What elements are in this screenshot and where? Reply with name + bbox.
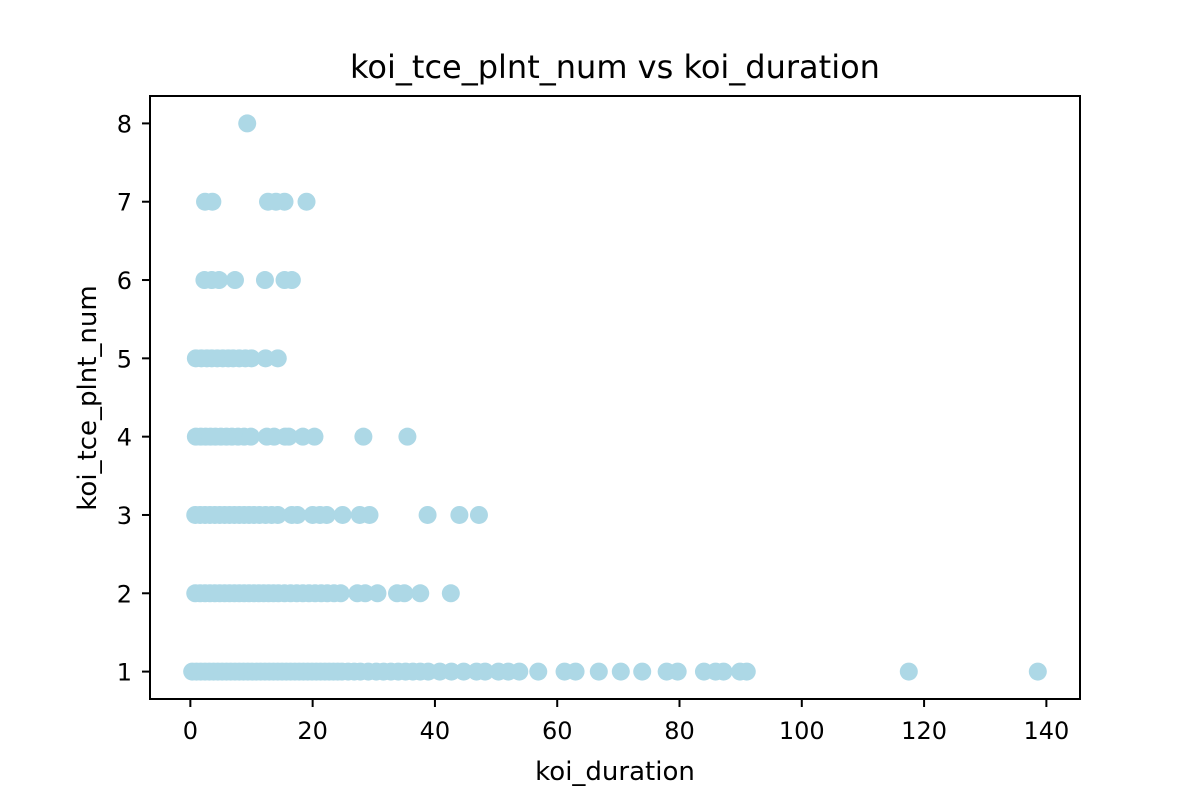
data-point: [354, 427, 373, 446]
data-point: [668, 662, 687, 681]
data-point: [268, 349, 287, 368]
data-point: [529, 662, 548, 681]
data-point: [611, 662, 630, 681]
x-tick-label: 0: [183, 717, 198, 745]
y-tick-label: 5: [117, 345, 132, 373]
y-tick-label: 2: [117, 580, 132, 608]
data-point: [275, 192, 294, 211]
x-tick-label: 20: [297, 717, 328, 745]
data-point: [737, 662, 756, 681]
data-point: [305, 427, 324, 446]
data-point: [589, 662, 608, 681]
data-point: [441, 584, 460, 603]
data-point: [225, 271, 244, 290]
data-point: [210, 271, 229, 290]
data-point: [398, 427, 417, 446]
data-point: [633, 662, 652, 681]
y-axis: 1 2 3 4 5 6 7 8: [117, 110, 150, 687]
data-point: [469, 505, 488, 524]
data-point: [255, 271, 274, 290]
data-point: [476, 662, 495, 681]
data-point: [238, 114, 257, 133]
data-point: [242, 349, 261, 368]
x-axis: 0 20 40 60 80 100 120 140: [183, 699, 1069, 745]
data-point: [411, 584, 430, 603]
data-point: [510, 662, 529, 681]
data-point: [1028, 662, 1047, 681]
y-tick-label: 4: [117, 424, 132, 452]
y-tick-label: 3: [117, 502, 132, 530]
data-point: [333, 505, 352, 524]
data-point: [282, 271, 301, 290]
data-point: [317, 505, 336, 524]
x-tick-label: 120: [901, 717, 947, 745]
data-point: [279, 427, 298, 446]
data-point: [714, 662, 733, 681]
x-tick-label: 140: [1023, 717, 1069, 745]
y-tick-label: 8: [117, 110, 132, 138]
data-point: [368, 584, 387, 603]
data-point: [288, 505, 307, 524]
data-point: [241, 427, 260, 446]
x-tick-label: 80: [664, 717, 695, 745]
data-point: [566, 662, 585, 681]
data-point: [268, 505, 287, 524]
x-tick-label: 40: [420, 717, 451, 745]
data-point: [203, 192, 222, 211]
data-point: [418, 505, 437, 524]
data-point: [450, 505, 469, 524]
plot-frame: [149, 95, 1081, 700]
x-tick-label: 60: [542, 717, 573, 745]
y-tick-label: 1: [117, 659, 132, 687]
y-tick-label: 6: [117, 267, 132, 295]
data-point: [454, 662, 473, 681]
y-tick-label: 7: [117, 189, 132, 217]
points-layer: [183, 114, 1047, 681]
data-point: [899, 662, 918, 681]
chart-title: koi_tce_plnt_num vs koi_duration: [350, 48, 880, 86]
data-point: [297, 192, 316, 211]
x-tick-label: 100: [779, 717, 825, 745]
data-point: [331, 584, 350, 603]
y-axis-label: koi_tce_plnt_num: [73, 285, 103, 510]
data-point: [395, 584, 414, 603]
x-axis-label: koi_duration: [535, 757, 695, 787]
data-point: [360, 505, 379, 524]
